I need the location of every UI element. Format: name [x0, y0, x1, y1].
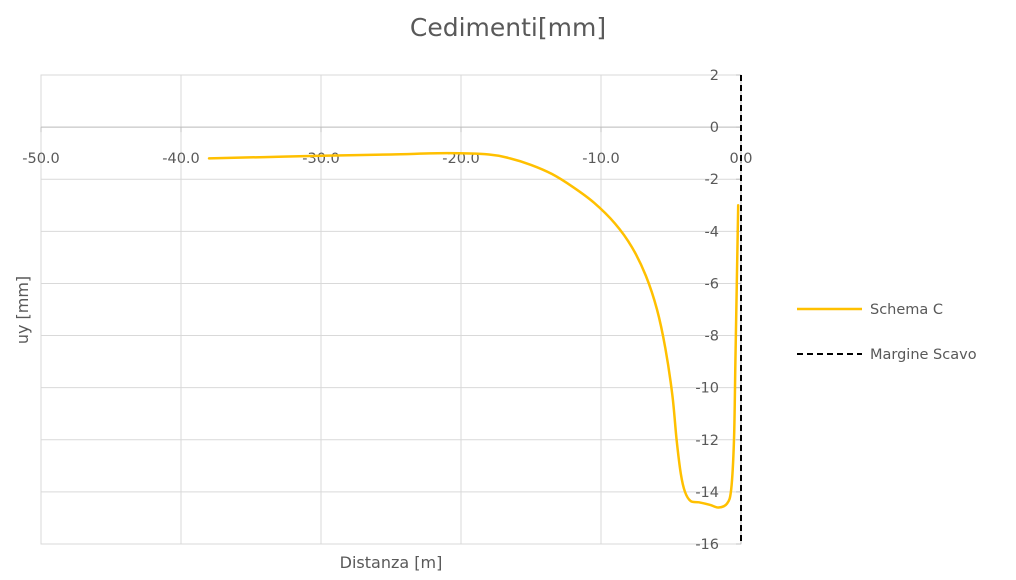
x-tick-label: -30.0 — [302, 151, 340, 167]
x-tick-label: -10.0 — [582, 151, 620, 167]
y-tick-label: -6 — [705, 276, 719, 292]
x-tick-label: -50.0 — [22, 151, 60, 167]
y-tick-label: -8 — [705, 329, 719, 345]
y-tick-label: -10 — [695, 381, 719, 397]
plot-area-frame — [40, 74, 742, 545]
legend-label: Schema C — [870, 302, 943, 318]
y-tick-label: -4 — [705, 224, 719, 240]
legend: Schema C Margine Scavo — [797, 302, 977, 363]
x-tick-label: -20.0 — [442, 151, 480, 167]
series-line-schema-c — [207, 151, 740, 509]
x-tick-label: -40.0 — [162, 151, 200, 167]
grid-lines — [40, 74, 742, 545]
y-tick-label: 2 — [710, 68, 719, 84]
y-tick-label: -12 — [695, 433, 719, 449]
y-axis: 2 0 -2 -4 -6 -8 -10 -12 -14 -16 — [695, 68, 742, 553]
x-axis: -50.0 -40.0 -30.0 -20.0 -10.0 0.0 — [22, 126, 753, 167]
data-series — [207, 75, 742, 544]
y-tick-label: -16 — [695, 537, 719, 553]
y-tick-label: -14 — [695, 485, 719, 501]
y-tick-label: -2 — [705, 172, 719, 188]
chart-title: Cedimenti[mm] — [410, 13, 606, 42]
y-tick-label: 0 — [710, 120, 719, 136]
legend-label: Margine Scavo — [870, 347, 977, 363]
y-axis-title: uy [mm] — [13, 276, 32, 344]
x-axis-title: Distanza [m] — [340, 553, 443, 572]
